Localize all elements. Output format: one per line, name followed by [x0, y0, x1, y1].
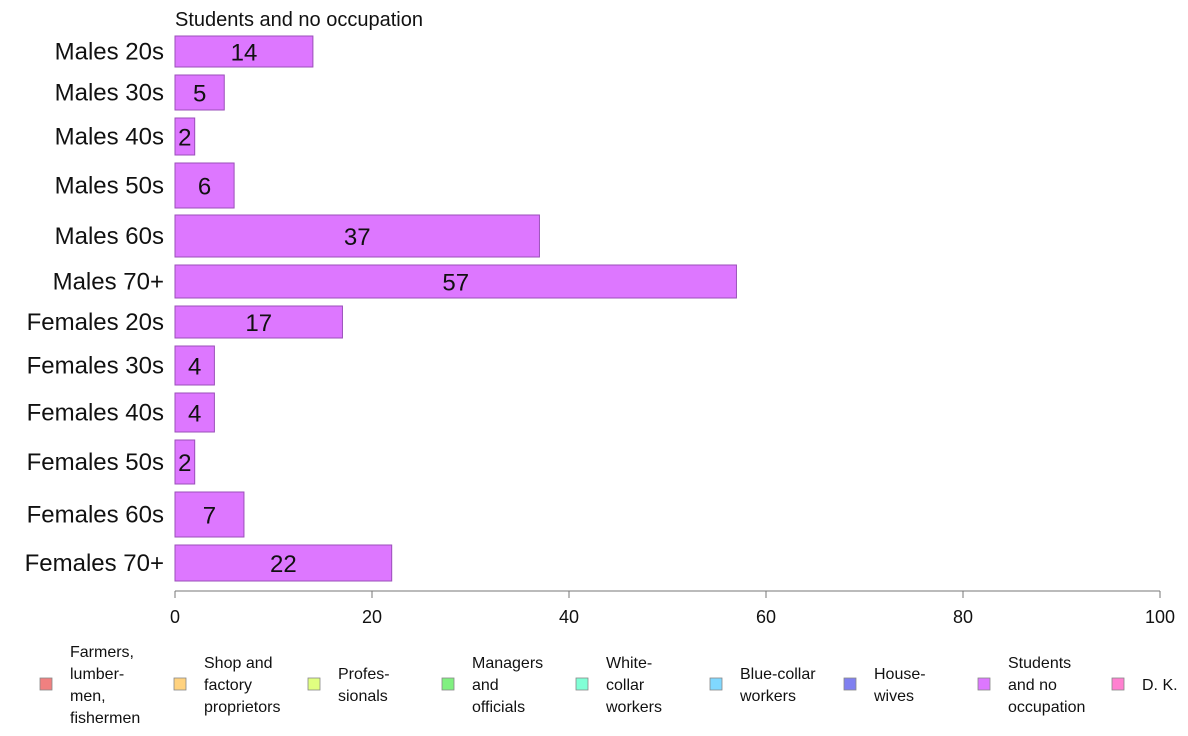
data-label: 4: [188, 354, 201, 381]
bar: [174, 305, 343, 339]
category-label: Males 50s: [55, 173, 164, 200]
category-label: Females 70+: [25, 550, 164, 577]
legend-label: Farmers, lumber-men, fishermen: [70, 644, 140, 727]
x-tick-label: 0: [170, 607, 180, 627]
legend-swatch: [575, 677, 589, 691]
bar: [174, 544, 393, 582]
category-label: Females 20s: [27, 309, 164, 336]
bar: [174, 74, 225, 111]
legend-label: Profes-sionals: [338, 666, 390, 705]
legend: Farmers, lumber-men, fishermen Shop and fact…: [39, 644, 1178, 727]
x-tick-label: 60: [756, 607, 776, 627]
data-label: 2: [178, 125, 191, 152]
category-label: Males 60s: [55, 223, 164, 250]
data-label: 4: [188, 401, 201, 428]
category-label: Females 50s: [27, 449, 164, 476]
data-label: 17: [245, 310, 272, 337]
x-tick-label: 80: [953, 607, 973, 627]
bar: [174, 264, 737, 299]
legend-swatch: [709, 677, 723, 691]
legend-label: White-collar workers: [605, 655, 662, 716]
x-tick-label: 20: [362, 607, 382, 627]
legend-swatch: [1111, 677, 1125, 691]
category-label: Males 40s: [55, 124, 164, 151]
legend-label: House-wives: [873, 666, 926, 705]
x-tick-label: 100: [1145, 607, 1175, 627]
data-label: 5: [193, 81, 206, 108]
bar: [174, 162, 235, 209]
legend-swatch: [173, 677, 187, 691]
bars-group: Males 20s 14 Males 30s 5 Males 40s 2 Males 50s…: [25, 35, 737, 582]
legend-label: Blue-collar workers: [739, 666, 816, 705]
data-label: 37: [344, 224, 371, 251]
category-label: Males 70+: [53, 269, 164, 296]
x-axis: 0 20 40 60 80 100: [170, 590, 1175, 627]
bar: [174, 439, 196, 485]
category-label: Females 60s: [27, 502, 164, 529]
legend-label: Managers and officials: [472, 655, 543, 716]
category-label: Females 40s: [27, 400, 164, 427]
legend-swatch: [843, 677, 857, 691]
bar: [174, 345, 215, 386]
legend-swatch: [307, 677, 321, 691]
bar: [174, 392, 215, 433]
bar: [174, 491, 245, 538]
bar: [174, 35, 314, 68]
bar: [174, 117, 196, 156]
legend-swatch: [441, 677, 455, 691]
chart-title: Students and no occupation: [175, 9, 423, 31]
data-label: 7: [203, 503, 216, 530]
category-label: Males 20s: [55, 39, 164, 66]
data-label: 14: [231, 40, 258, 67]
legend-swatch: [977, 677, 991, 691]
category-label: Females 30s: [27, 353, 164, 380]
data-label: 22: [270, 551, 297, 578]
data-label: 6: [198, 174, 211, 201]
x-tick-label: 40: [559, 607, 579, 627]
data-label: 2: [178, 450, 191, 477]
legend-label: Students and no occupation: [1008, 655, 1085, 716]
legend-label: Shop and factory proprietors: [204, 655, 280, 716]
bar: [174, 214, 540, 258]
legend-swatch: [39, 677, 53, 691]
legend-label: D. K.: [1142, 677, 1178, 694]
data-label: 57: [442, 270, 469, 297]
category-label: Males 30s: [55, 80, 164, 107]
